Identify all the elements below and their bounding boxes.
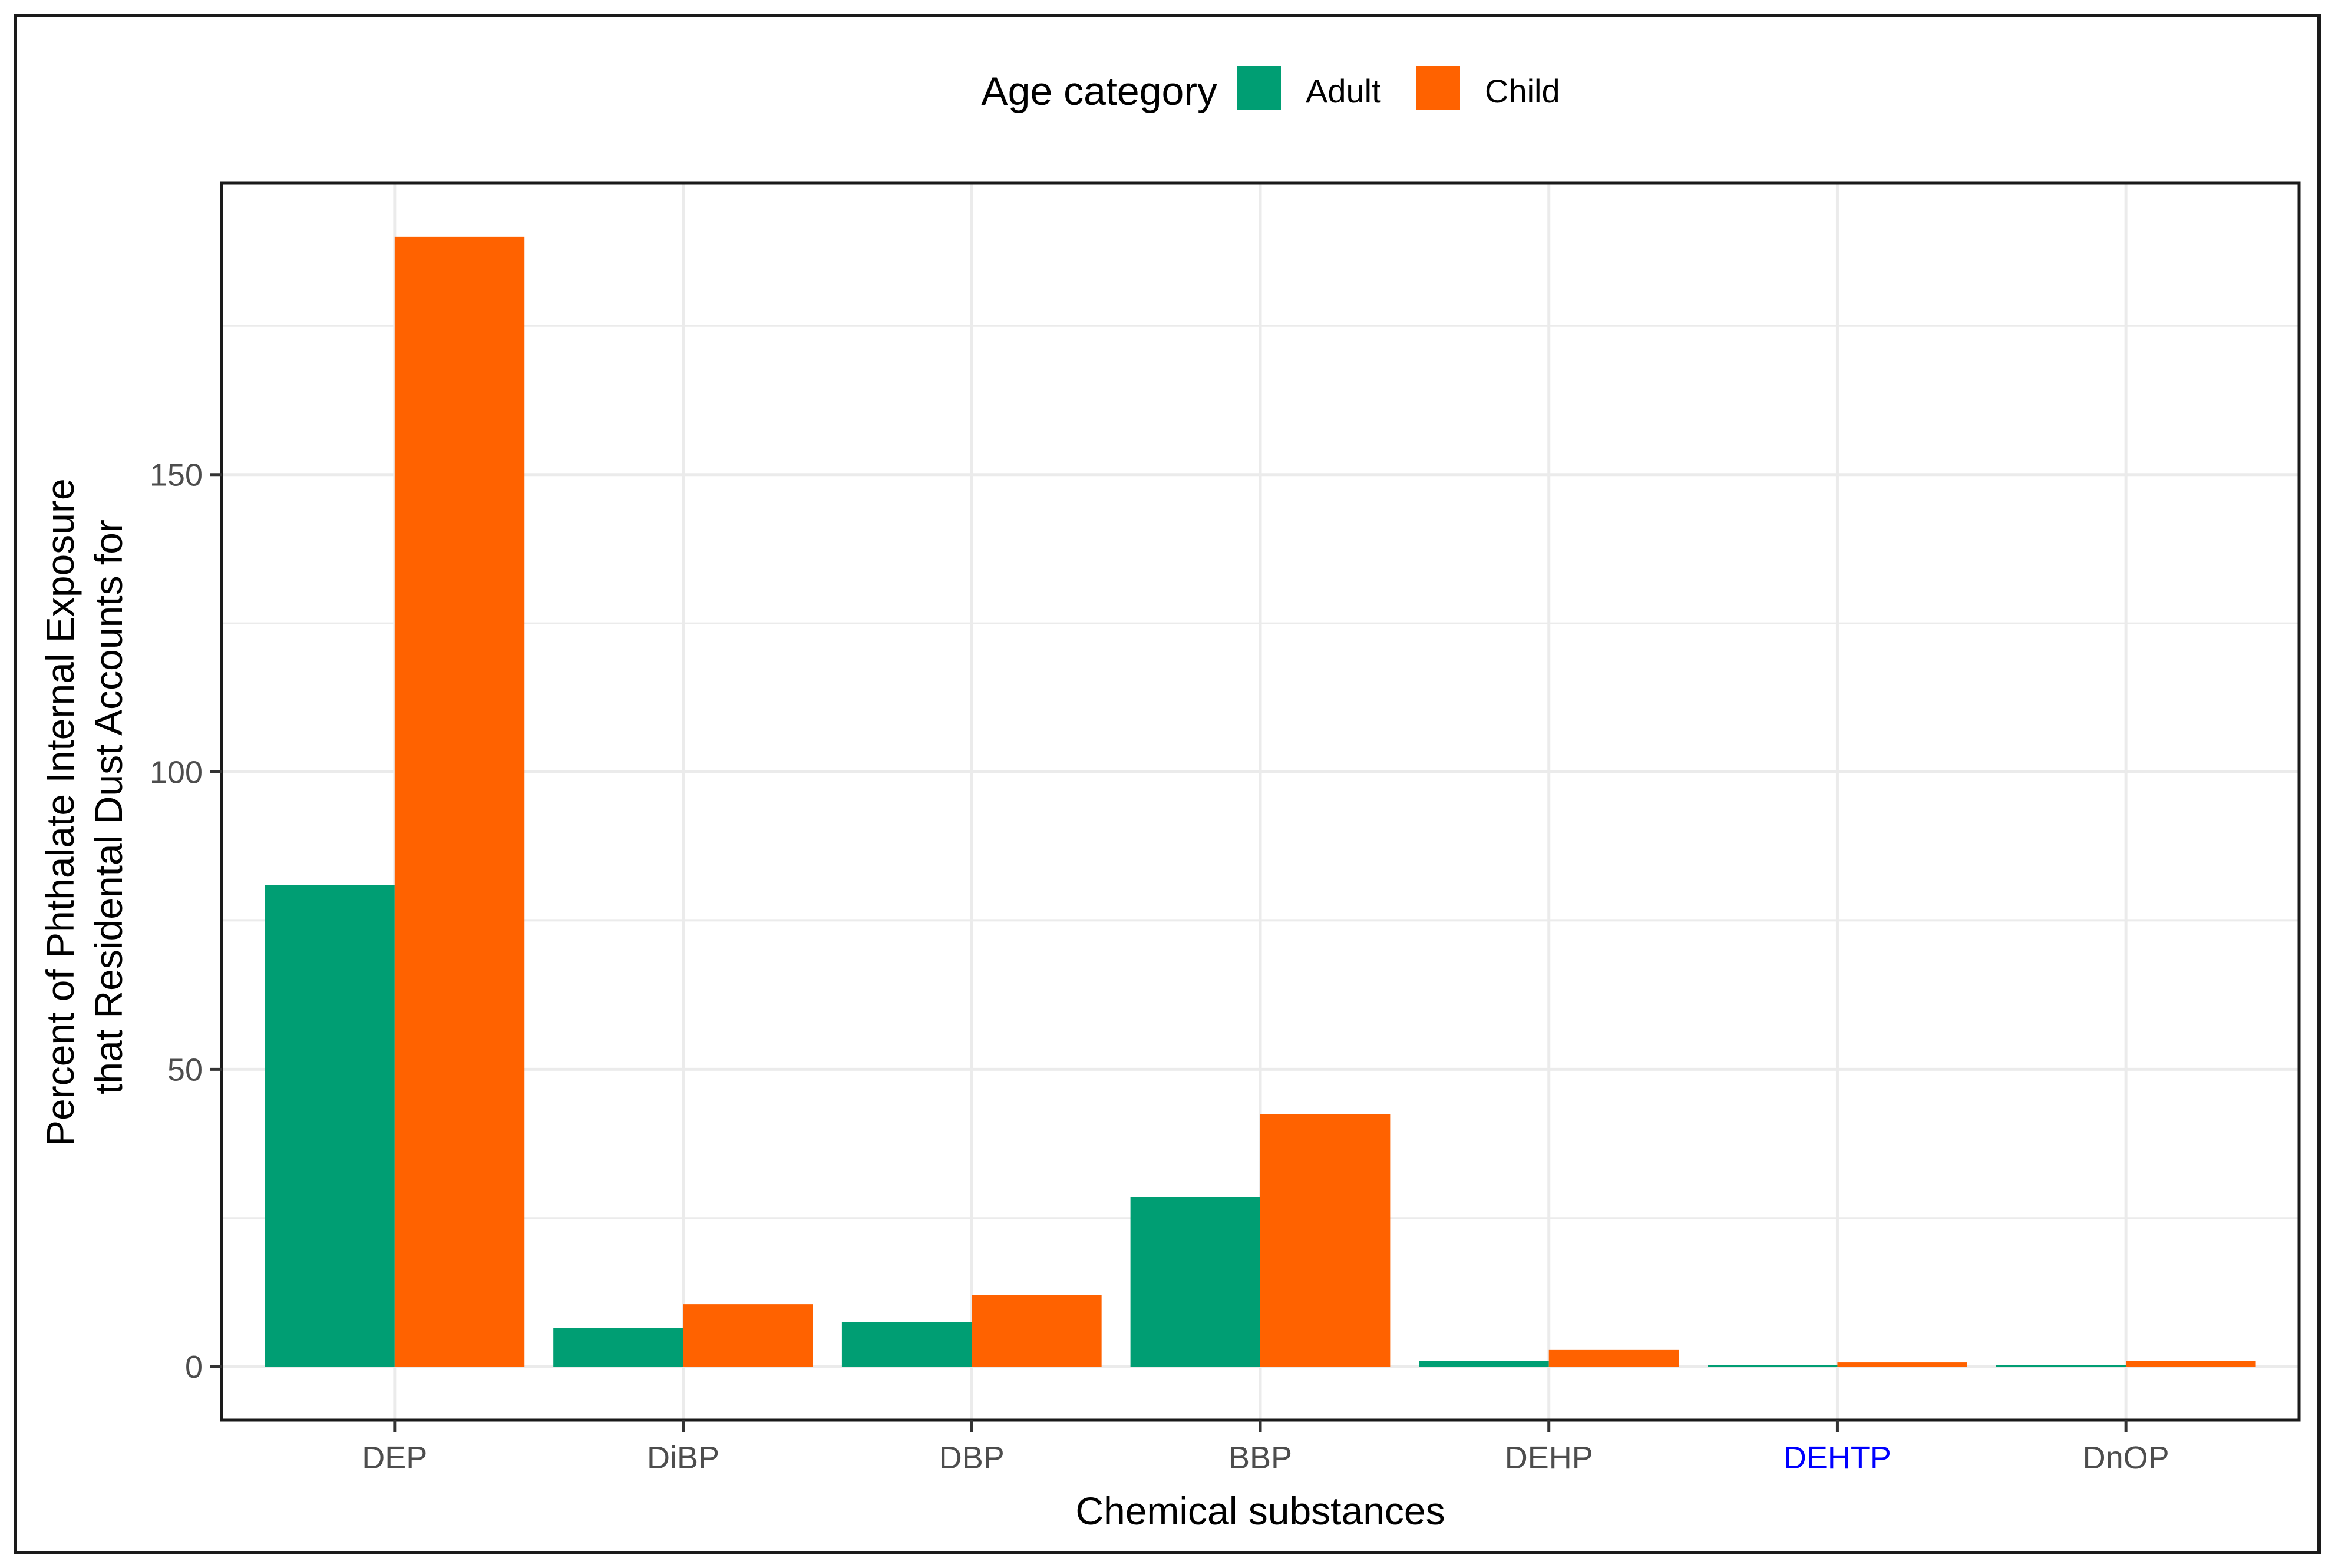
- x-tick-label: BBP: [1228, 1440, 1292, 1476]
- y-tick-label: 50: [167, 1052, 203, 1087]
- bar-adult-dibp: [553, 1328, 683, 1367]
- bar-adult-dep: [265, 885, 395, 1367]
- bar-child-dep: [394, 236, 525, 1367]
- x-tick-label: DEHP: [1505, 1440, 1593, 1476]
- legend-key-adult: [1237, 66, 1281, 110]
- bar-adult-dbp: [841, 1322, 972, 1367]
- legend-items: Adult Child: [1237, 66, 1560, 110]
- y-tick-label: 100: [150, 755, 203, 790]
- bar-adult-dehp: [1419, 1361, 1549, 1367]
- x-axis-title: Chemical substances: [1075, 1489, 1445, 1533]
- legend-title: Age category: [981, 69, 1217, 114]
- y-tick-label: 0: [185, 1349, 203, 1385]
- bar-child-dnop: [2126, 1361, 2256, 1367]
- y-axis-title-line-1: Percent of Phthalate Internal Exposure: [38, 478, 82, 1146]
- bar-child-dehtp: [1837, 1362, 1967, 1367]
- x-tick-label: DiBP: [647, 1440, 719, 1476]
- bar-adult-bbp: [1130, 1197, 1260, 1367]
- legend: Age category Adult Child: [981, 66, 1560, 114]
- y-tick-label: 150: [150, 458, 203, 493]
- bar-child-dehp: [1548, 1349, 1679, 1367]
- bars: [265, 236, 2256, 1367]
- bar-adult-dnop: [1996, 1365, 2126, 1367]
- x-tick-label: DBP: [939, 1440, 1005, 1476]
- bar-child-bbp: [1260, 1114, 1391, 1367]
- x-tick-label: DEP: [362, 1440, 427, 1476]
- bar-adult-dehtp: [1708, 1365, 1838, 1367]
- x-axis: DEP DiBP DBP BBP DEHP DEHTP DnOP: [362, 1420, 2169, 1476]
- legend-label-adult: Adult: [1306, 72, 1381, 110]
- legend-label-child: Child: [1485, 72, 1560, 110]
- y-axis: 0 50 100 150: [150, 458, 222, 1385]
- x-tick-label: DEHTP: [1784, 1440, 1891, 1476]
- bar-child-dibp: [683, 1304, 813, 1367]
- bar-child-dbp: [972, 1295, 1102, 1367]
- y-axis-title: Percent of Phthalate Internal Exposure t…: [38, 468, 130, 1146]
- y-axis-title-line-2: that Residental Dust Accounts for: [87, 520, 130, 1094]
- figure-border: [14, 14, 2321, 1554]
- legend-key-child: [1416, 66, 1460, 110]
- x-tick-label: DnOP: [2083, 1440, 2169, 1476]
